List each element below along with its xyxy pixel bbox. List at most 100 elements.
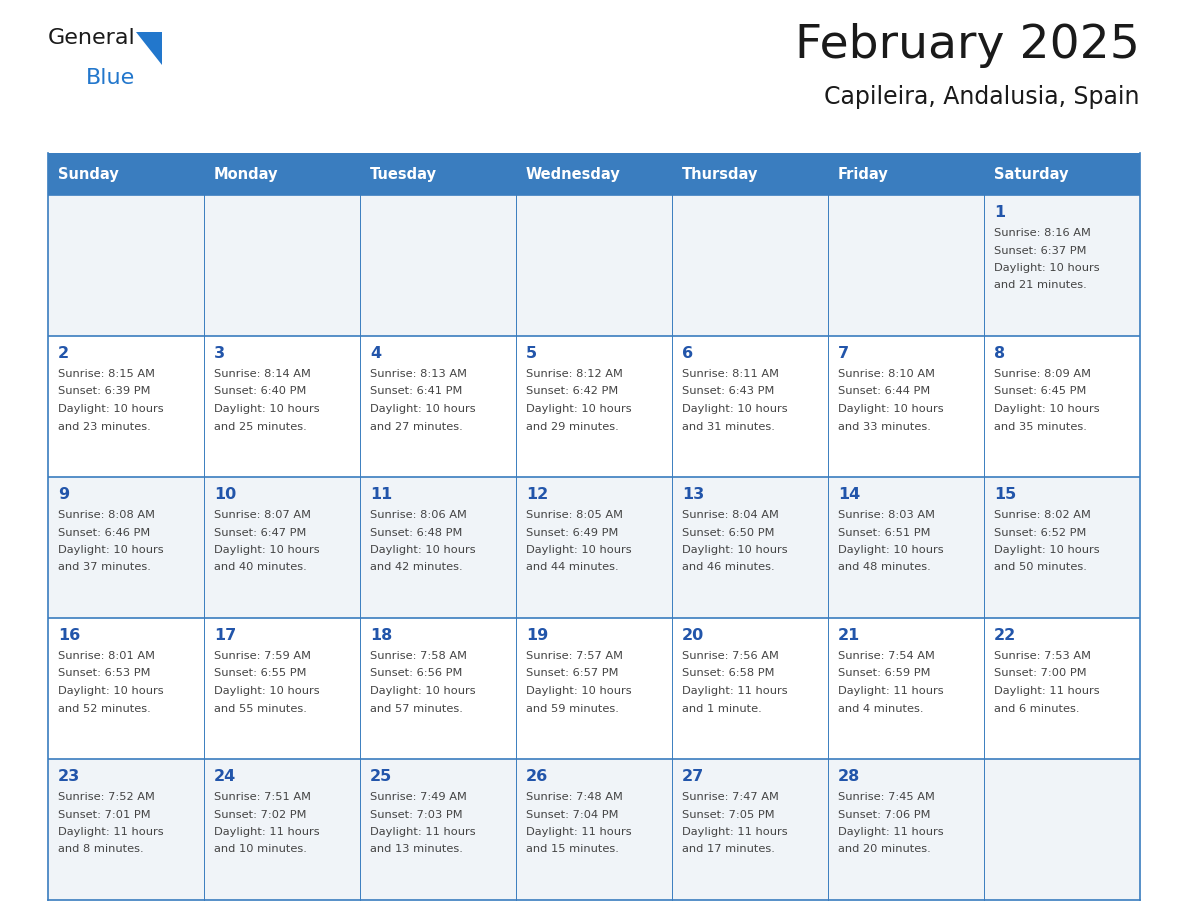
- Text: Sunrise: 8:12 AM: Sunrise: 8:12 AM: [526, 369, 623, 379]
- Text: Daylight: 10 hours: Daylight: 10 hours: [369, 686, 475, 696]
- Text: Sunrise: 8:13 AM: Sunrise: 8:13 AM: [369, 369, 467, 379]
- Text: Daylight: 10 hours: Daylight: 10 hours: [838, 404, 943, 414]
- Text: and 48 minutes.: and 48 minutes.: [838, 563, 930, 573]
- Text: 13: 13: [682, 487, 704, 502]
- Text: and 31 minutes.: and 31 minutes.: [682, 421, 775, 431]
- Text: Sunrise: 8:15 AM: Sunrise: 8:15 AM: [58, 369, 154, 379]
- Text: and 42 minutes.: and 42 minutes.: [369, 563, 462, 573]
- Text: 5: 5: [526, 346, 537, 361]
- Bar: [516, 759, 672, 900]
- Text: 19: 19: [526, 628, 548, 643]
- Bar: [516, 153, 672, 195]
- Bar: [204, 618, 360, 759]
- Text: 4: 4: [369, 346, 381, 361]
- Text: and 20 minutes.: and 20 minutes.: [838, 845, 930, 855]
- Bar: [672, 477, 828, 618]
- Bar: [204, 153, 360, 195]
- Bar: [516, 195, 672, 336]
- Text: Sunset: 7:03 PM: Sunset: 7:03 PM: [369, 810, 462, 820]
- Text: 26: 26: [526, 769, 548, 784]
- Bar: [516, 336, 672, 477]
- Bar: [984, 336, 1140, 477]
- Text: Capileira, Andalusia, Spain: Capileira, Andalusia, Spain: [824, 85, 1140, 109]
- Text: 25: 25: [369, 769, 392, 784]
- Text: Sunset: 6:51 PM: Sunset: 6:51 PM: [838, 528, 930, 538]
- Text: 11: 11: [369, 487, 392, 502]
- Text: Sunset: 6:48 PM: Sunset: 6:48 PM: [369, 528, 462, 538]
- Text: Daylight: 10 hours: Daylight: 10 hours: [526, 404, 632, 414]
- Bar: [204, 195, 360, 336]
- Text: Sunrise: 8:02 AM: Sunrise: 8:02 AM: [994, 510, 1091, 520]
- Text: and 21 minutes.: and 21 minutes.: [994, 281, 1087, 290]
- Text: Sunset: 6:50 PM: Sunset: 6:50 PM: [682, 528, 775, 538]
- Text: Daylight: 10 hours: Daylight: 10 hours: [526, 686, 632, 696]
- Text: Sunset: 7:05 PM: Sunset: 7:05 PM: [682, 810, 775, 820]
- Text: Sunrise: 8:04 AM: Sunrise: 8:04 AM: [682, 510, 779, 520]
- Text: Sunset: 6:42 PM: Sunset: 6:42 PM: [526, 386, 618, 397]
- Bar: [48, 759, 204, 900]
- Bar: [360, 195, 516, 336]
- Text: and 37 minutes.: and 37 minutes.: [58, 563, 151, 573]
- Bar: [48, 153, 204, 195]
- Bar: [516, 477, 672, 618]
- Text: Sunset: 6:55 PM: Sunset: 6:55 PM: [214, 668, 307, 678]
- Text: and 17 minutes.: and 17 minutes.: [682, 845, 775, 855]
- Text: 15: 15: [994, 487, 1016, 502]
- Text: Daylight: 10 hours: Daylight: 10 hours: [58, 686, 164, 696]
- Text: Sunrise: 7:49 AM: Sunrise: 7:49 AM: [369, 792, 467, 802]
- Bar: [48, 618, 204, 759]
- Bar: [828, 477, 984, 618]
- Text: and 23 minutes.: and 23 minutes.: [58, 421, 151, 431]
- Text: Sunset: 7:02 PM: Sunset: 7:02 PM: [214, 810, 307, 820]
- Text: Daylight: 10 hours: Daylight: 10 hours: [214, 404, 320, 414]
- Bar: [360, 336, 516, 477]
- Text: Sunrise: 8:01 AM: Sunrise: 8:01 AM: [58, 651, 154, 661]
- Text: Daylight: 11 hours: Daylight: 11 hours: [682, 827, 788, 837]
- Text: 2: 2: [58, 346, 69, 361]
- Text: and 25 minutes.: and 25 minutes.: [214, 421, 307, 431]
- Text: and 55 minutes.: and 55 minutes.: [214, 703, 307, 713]
- Text: 17: 17: [214, 628, 236, 643]
- Text: Wednesday: Wednesday: [526, 166, 621, 182]
- Text: Daylight: 10 hours: Daylight: 10 hours: [994, 404, 1100, 414]
- Text: Friday: Friday: [838, 166, 889, 182]
- Bar: [672, 153, 828, 195]
- Text: Daylight: 11 hours: Daylight: 11 hours: [369, 827, 475, 837]
- Text: Sunset: 6:46 PM: Sunset: 6:46 PM: [58, 528, 150, 538]
- Text: Sunset: 6:37 PM: Sunset: 6:37 PM: [994, 245, 1087, 255]
- Text: Monday: Monday: [214, 166, 278, 182]
- Text: 12: 12: [526, 487, 548, 502]
- Bar: [360, 153, 516, 195]
- Bar: [828, 618, 984, 759]
- Text: 20: 20: [682, 628, 704, 643]
- Text: Sunrise: 8:06 AM: Sunrise: 8:06 AM: [369, 510, 467, 520]
- Text: February 2025: February 2025: [795, 23, 1140, 68]
- Bar: [360, 477, 516, 618]
- Text: 1: 1: [994, 205, 1005, 220]
- Text: Daylight: 10 hours: Daylight: 10 hours: [682, 404, 788, 414]
- Text: Sunset: 6:44 PM: Sunset: 6:44 PM: [838, 386, 930, 397]
- Text: Daylight: 11 hours: Daylight: 11 hours: [838, 827, 943, 837]
- Text: Sunrise: 7:45 AM: Sunrise: 7:45 AM: [838, 792, 935, 802]
- Text: Sunrise: 7:57 AM: Sunrise: 7:57 AM: [526, 651, 623, 661]
- Text: Sunset: 7:04 PM: Sunset: 7:04 PM: [526, 810, 619, 820]
- Bar: [828, 336, 984, 477]
- Text: and 8 minutes.: and 8 minutes.: [58, 845, 144, 855]
- Text: Sunrise: 8:07 AM: Sunrise: 8:07 AM: [214, 510, 311, 520]
- Text: Sunrise: 8:03 AM: Sunrise: 8:03 AM: [838, 510, 935, 520]
- Text: and 10 minutes.: and 10 minutes.: [214, 845, 307, 855]
- Bar: [984, 153, 1140, 195]
- Text: Daylight: 11 hours: Daylight: 11 hours: [838, 686, 943, 696]
- Text: and 59 minutes.: and 59 minutes.: [526, 703, 619, 713]
- Text: Sunrise: 7:52 AM: Sunrise: 7:52 AM: [58, 792, 154, 802]
- Text: Tuesday: Tuesday: [369, 166, 437, 182]
- Text: Sunrise: 7:53 AM: Sunrise: 7:53 AM: [994, 651, 1091, 661]
- Text: Daylight: 10 hours: Daylight: 10 hours: [369, 404, 475, 414]
- Text: 8: 8: [994, 346, 1005, 361]
- Text: Sunset: 6:43 PM: Sunset: 6:43 PM: [682, 386, 775, 397]
- Bar: [828, 759, 984, 900]
- Text: Daylight: 11 hours: Daylight: 11 hours: [214, 827, 320, 837]
- Bar: [204, 477, 360, 618]
- Text: 22: 22: [994, 628, 1016, 643]
- Text: Daylight: 10 hours: Daylight: 10 hours: [214, 686, 320, 696]
